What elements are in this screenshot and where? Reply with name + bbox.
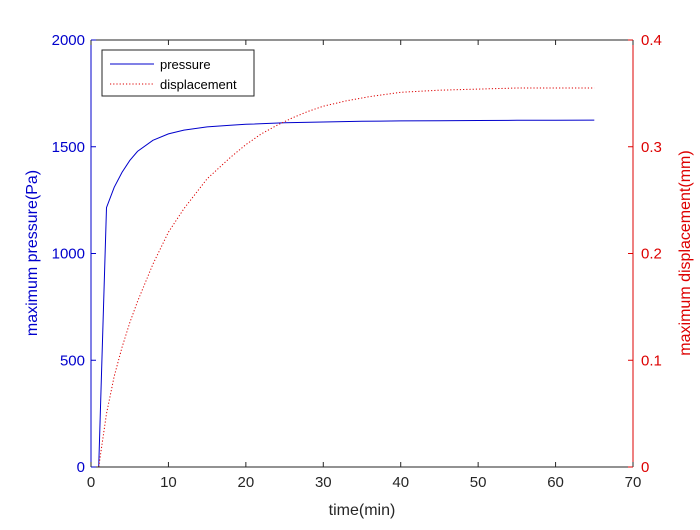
left-y-axis-label: maximum pressure(Pa) [24,170,41,336]
series-layer [98,87,595,468]
left-y-tick-label: 500 [60,352,85,369]
legend-label-pressure: pressure [160,57,211,72]
left-y-tick-label: 0 [77,459,85,476]
legend: pressure displacement [101,49,255,97]
left-y-tick-label: 1000 [52,246,85,263]
ticks-layer: 0 10 20 30 40 50 60 70050010001500200000.10.20.… [52,32,662,491]
x-axis-label: time(min) [329,502,396,519]
right-y-tick-label: 0.2 [641,246,662,263]
right-y-tick-label: 0.4 [641,32,662,49]
x-tick-label: 40 [392,474,409,491]
right-y-axis-label: maximum displacement(mm) [677,150,694,355]
right-y-tick-label: 0.1 [641,352,662,369]
right-y-tick-label: 0.3 [641,139,662,156]
series-line-pressure [98,119,595,468]
legend-box [101,49,255,97]
left-y-tick-label: 2000 [52,32,85,49]
x-tick-label: 0 [87,474,95,491]
x-tick-label: 30 [315,474,332,491]
right-y-tick-label: 0 [641,459,649,476]
left-y-tick-label: 1500 [52,139,85,156]
x-tick-label: 50 [470,474,487,491]
series-line-displacement [98,87,595,468]
legend-label-displacement: displacement [160,77,237,92]
x-tick-label: 10 [160,474,177,491]
x-tick-label: 70 [625,474,642,491]
x-tick-label: 20 [238,474,255,491]
x-tick-label: 60 [547,474,564,491]
